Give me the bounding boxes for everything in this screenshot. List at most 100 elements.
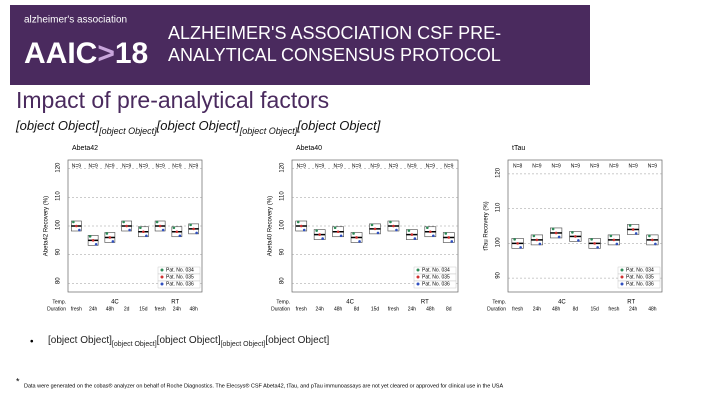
n-label: N=8: [513, 163, 523, 169]
panel-title: Abeta42: [72, 145, 98, 152]
point: [395, 228, 398, 232]
bullet-part: [object Object]: [220, 341, 266, 348]
point: [355, 236, 358, 239]
n-label: N=9: [370, 163, 380, 169]
n-label: N=9: [333, 163, 343, 169]
point: [574, 235, 577, 238]
point: [145, 234, 148, 238]
event-logo: AAIC>18: [24, 37, 148, 70]
org-name: alzheimer's association: [24, 15, 127, 26]
category-label: 24h: [89, 306, 98, 312]
point: [175, 230, 179, 234]
point: [444, 232, 448, 235]
point: [450, 240, 454, 243]
point: [195, 231, 198, 235]
n-label: N=9: [315, 163, 325, 169]
point: [519, 246, 522, 249]
y-axis-label: Abeta40 Recovery (%): [268, 196, 274, 256]
point: [631, 228, 635, 231]
n-label: N=9: [590, 163, 600, 169]
point: [596, 246, 599, 249]
y-tick-label: 100: [56, 219, 62, 230]
point: [535, 238, 539, 242]
legend-marker: [160, 282, 164, 286]
category-label: 24h: [173, 306, 182, 312]
category-label: 48h: [552, 306, 561, 312]
category-label: fresh: [155, 306, 166, 312]
point: [513, 238, 516, 241]
n-label: N=9: [407, 163, 417, 169]
point: [429, 230, 432, 234]
bullet-part: [object Object]: [111, 341, 157, 348]
bullet-part: [object Object]: [48, 335, 112, 346]
row-label: Temp.: [52, 299, 66, 305]
group-label: 4C: [111, 300, 119, 306]
y-tick-label: 110: [56, 191, 62, 201]
n-label: N=9: [189, 163, 199, 169]
point: [407, 229, 411, 232]
legend-marker: [620, 275, 624, 279]
point: [172, 226, 176, 230]
point: [75, 224, 78, 228]
y-tick-label: 120: [280, 162, 286, 173]
point: [122, 220, 125, 224]
bullet-part: [object Object]: [265, 335, 330, 346]
legend-entry: Pat. No. 035: [626, 274, 654, 280]
point: [447, 236, 451, 239]
point: [551, 227, 555, 231]
point: [651, 238, 654, 242]
legend-marker: [416, 275, 420, 279]
legend-marker: [620, 282, 624, 286]
point: [105, 232, 109, 235]
subtitle-part: [object Object]: [239, 126, 298, 136]
point: [634, 232, 638, 235]
point: [554, 231, 558, 235]
point: [178, 234, 182, 238]
legend-marker: [160, 275, 164, 279]
legend-entry: Pat. No. 036: [422, 281, 450, 287]
row-label: Duration: [47, 306, 66, 312]
panel-title: tTau: [512, 145, 525, 152]
point: [612, 238, 616, 242]
panel-title: Abeta40: [296, 145, 322, 152]
point: [516, 242, 519, 245]
bullet-part: [object Object]: [156, 335, 221, 346]
group-label: 4C: [346, 300, 354, 306]
y-tick-label: 110: [280, 191, 286, 201]
legend-entry: Pat. No. 034: [422, 267, 450, 273]
legend-entry: Pat. No. 036: [626, 281, 654, 287]
legend-box: [157, 280, 201, 289]
row-label: Duration: [487, 306, 506, 312]
point: [142, 230, 145, 234]
group-label: RT: [171, 300, 179, 306]
n-label: N=9: [352, 163, 362, 169]
point: [155, 220, 159, 224]
category-label: fresh: [71, 306, 82, 312]
category-label: fresh: [608, 306, 619, 312]
y-tick-label: 90: [496, 271, 502, 278]
n-label: N=9: [389, 163, 399, 169]
point: [538, 242, 542, 246]
category-label: fresh: [296, 306, 307, 312]
point: [333, 226, 337, 230]
point: [392, 224, 395, 228]
point: [94, 243, 98, 246]
y-axis-label: tTau Recovery (%): [484, 201, 490, 250]
y-tick-label: 110: [496, 202, 502, 212]
category-label: 8d: [354, 306, 360, 312]
bullet-dot: •: [30, 337, 34, 348]
point: [192, 227, 195, 231]
point: [125, 224, 128, 228]
subtitle-part: [object Object]: [296, 118, 380, 133]
logo-arrow: >: [97, 37, 115, 70]
point: [376, 231, 380, 235]
point: [389, 220, 392, 224]
slide-title: Impact of pre-analytical factors: [16, 87, 329, 113]
legend-box: [617, 280, 661, 289]
category-label: 48h: [189, 306, 198, 312]
point: [358, 240, 361, 243]
group-label: RT: [421, 300, 429, 306]
n-label: N=9: [609, 163, 619, 169]
point: [91, 239, 95, 242]
